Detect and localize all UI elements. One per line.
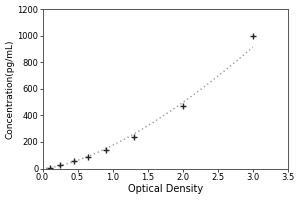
Y-axis label: Concentration(pg/mL): Concentration(pg/mL) — [6, 39, 15, 139]
X-axis label: Optical Density: Optical Density — [128, 184, 203, 194]
